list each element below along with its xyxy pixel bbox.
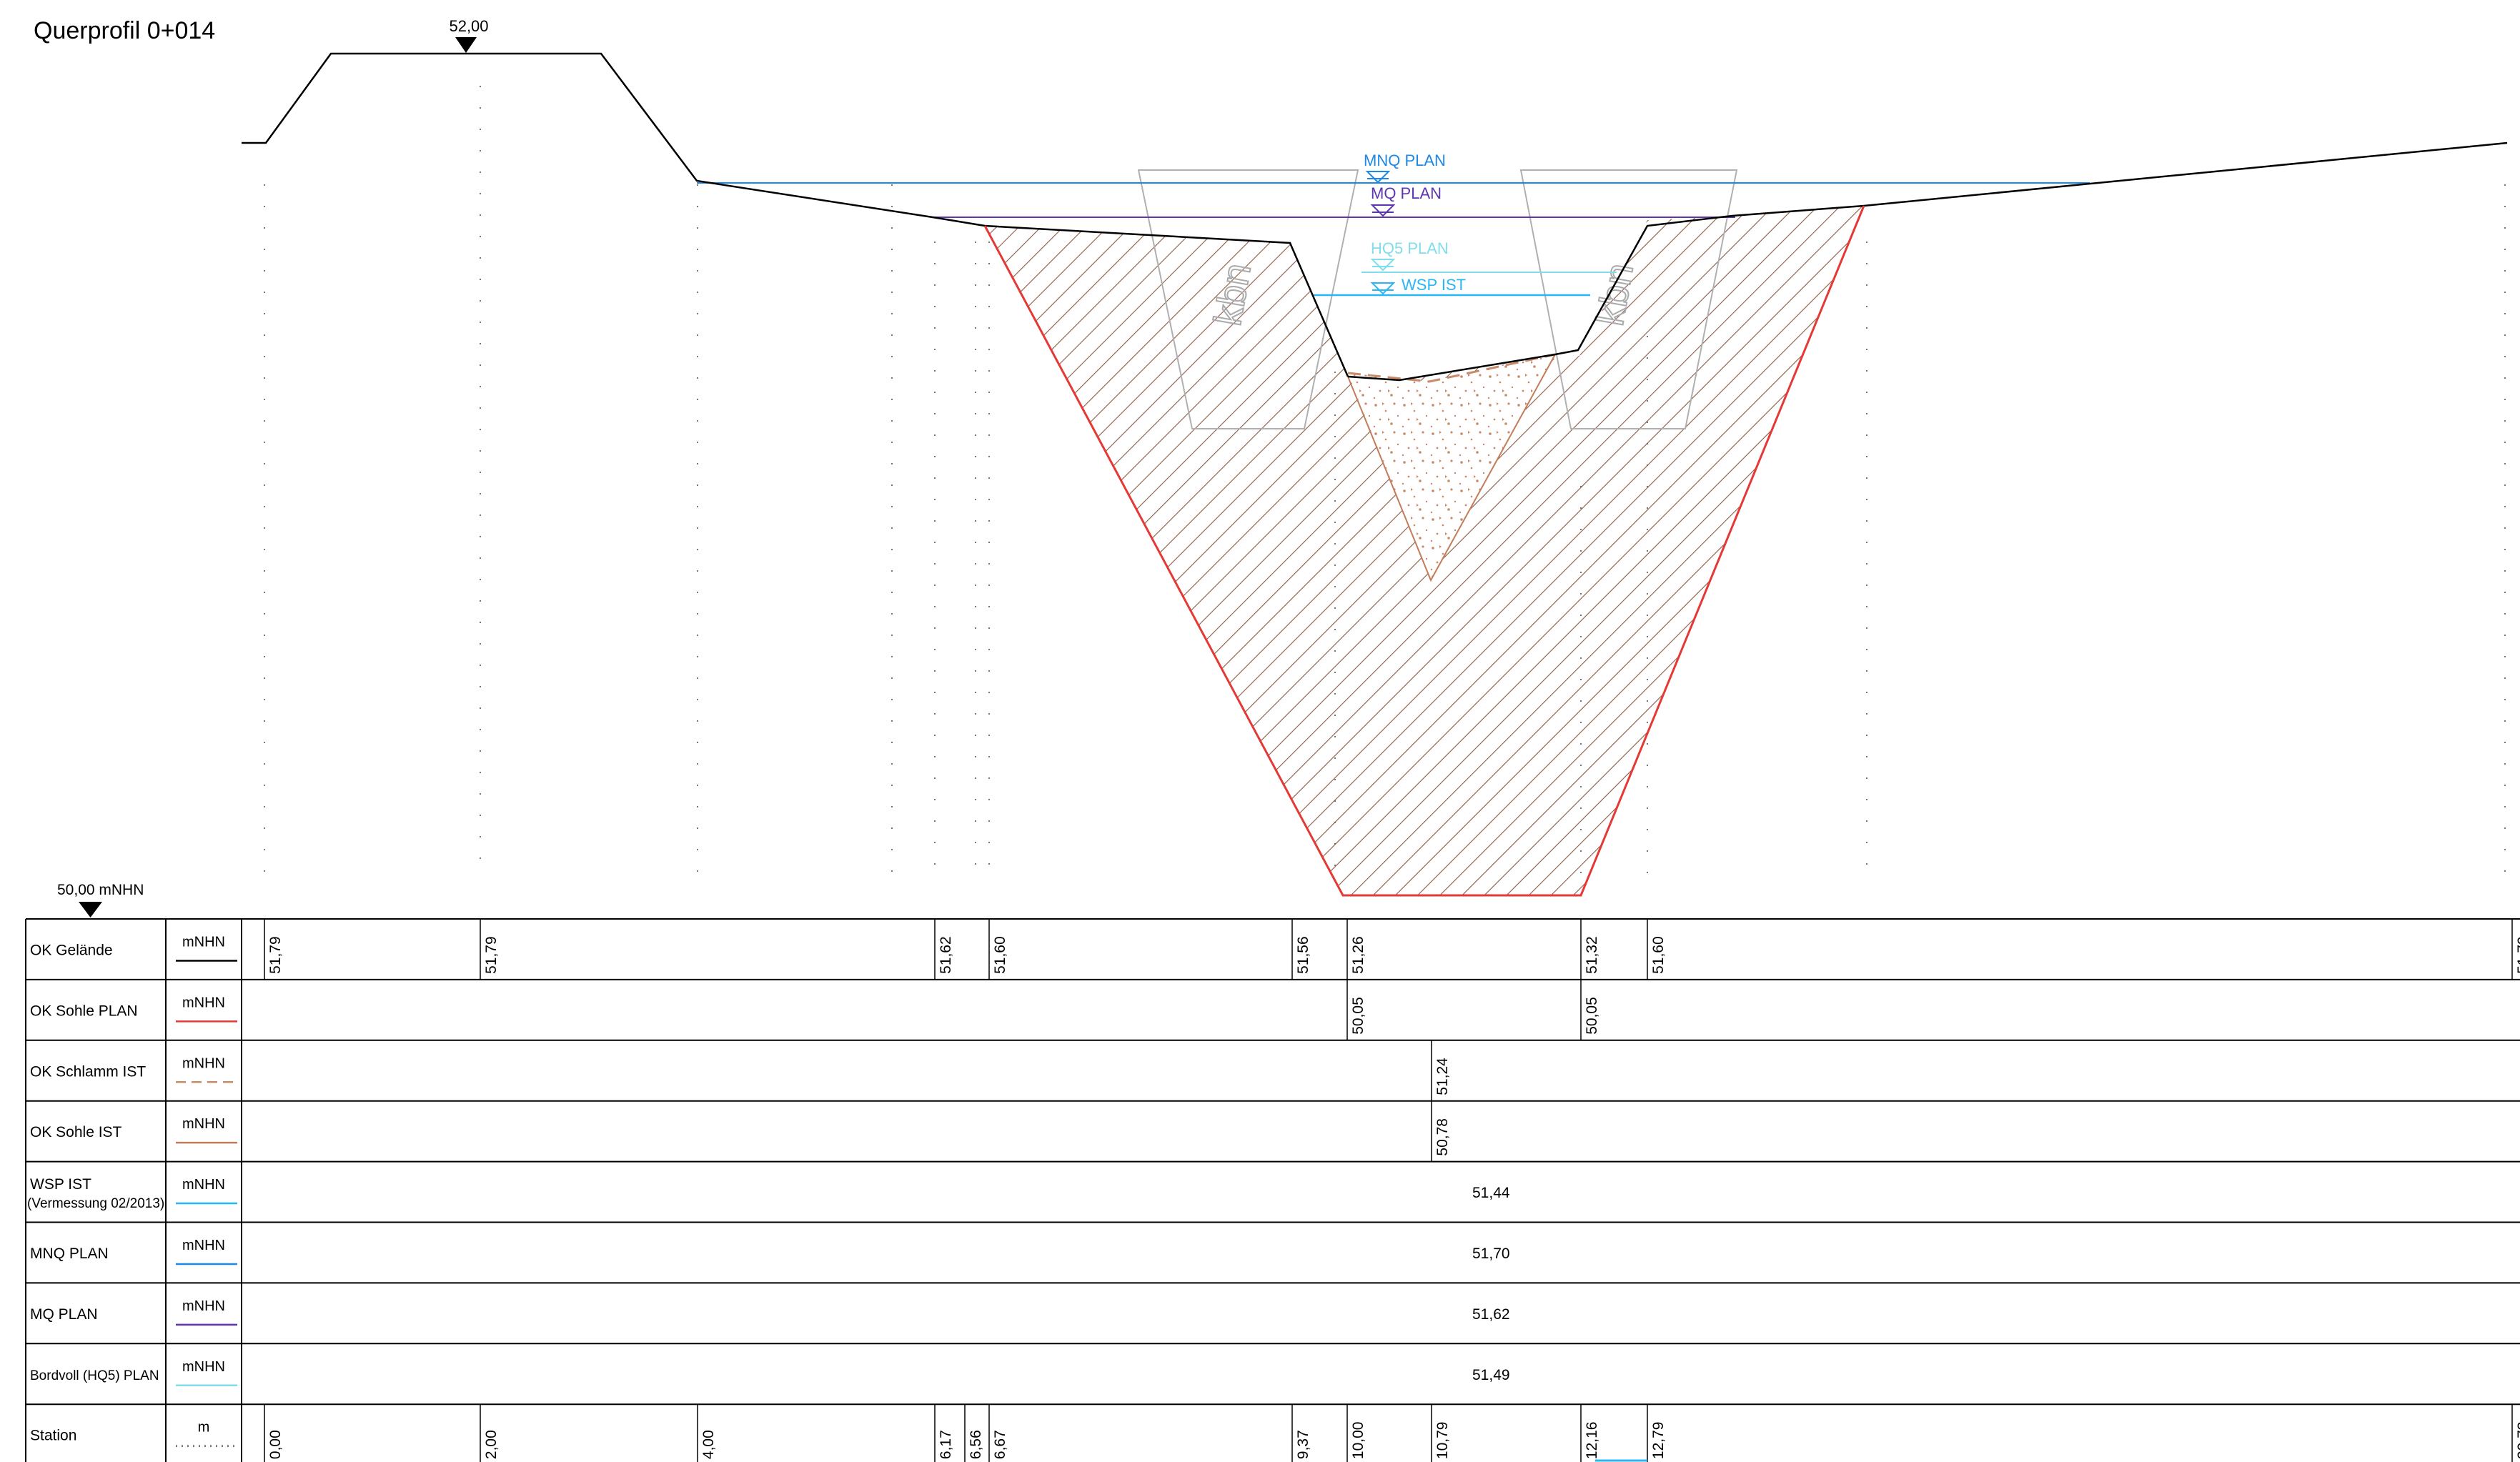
row-value: 50,05 xyxy=(1584,997,1600,1035)
hq5-marker-icon xyxy=(1370,259,1396,272)
row-value: 51,26 xyxy=(1350,936,1366,974)
row-value: 51,60 xyxy=(1650,936,1667,974)
row-value: 51,70 xyxy=(1472,1245,1510,1262)
row-value: 10,79 xyxy=(1434,1422,1451,1460)
terrain-line xyxy=(242,52,2508,382)
elevation-marker-icon xyxy=(455,37,477,53)
row-value: 51,60 xyxy=(992,936,1008,974)
row-value: 51,24 xyxy=(1434,1058,1451,1095)
row-label: WSP IST xyxy=(30,1176,91,1193)
sludge-fill xyxy=(1348,354,1555,580)
mq-marker-icon xyxy=(1370,204,1396,217)
row-value: 51,56 xyxy=(1295,936,1311,974)
planned-bed-line xyxy=(983,205,1865,897)
row-value: 0,00 xyxy=(267,1430,284,1459)
mq-label: MQ PLAN xyxy=(1371,184,1442,202)
row-label: Station xyxy=(30,1428,76,1444)
row-value: 12,79 xyxy=(1650,1422,1667,1460)
row-value: 12,16 xyxy=(1584,1422,1600,1460)
row-value: 51,49 xyxy=(1472,1367,1510,1383)
row-label: OK Gelände xyxy=(30,942,113,958)
row-unit: m xyxy=(198,1420,210,1436)
row-label: MQ PLAN xyxy=(30,1306,98,1323)
datum-label: 50,00 mNHN xyxy=(57,882,144,898)
row-unit: mNHN xyxy=(182,1359,225,1375)
row-value: 51,79 xyxy=(267,936,284,974)
mnq-label: MNQ PLAN xyxy=(1364,151,1446,169)
row-value: 50,05 xyxy=(1350,997,1366,1035)
top-elevation-label: 52,00 xyxy=(449,17,488,35)
row-unit: mNHN xyxy=(182,934,225,950)
wsp-label: WSP IST xyxy=(1402,276,1466,294)
sludge-top-line xyxy=(1347,353,1556,383)
row-value: 51,79 xyxy=(2515,936,2520,974)
row-value: 51,62 xyxy=(938,936,954,974)
row-label: OK Schlamm IST xyxy=(30,1063,146,1080)
profile-data-table: OK Gelände mNHN 51,79 51,79 51,62 51,60 51,56 5… xyxy=(25,918,2520,1462)
row-value: 6,17 xyxy=(938,1430,954,1459)
wsp-marker-icon xyxy=(1370,282,1396,295)
datum-marker-icon xyxy=(79,902,102,918)
row-value: 2,00 xyxy=(483,1430,500,1459)
mnq-marker-icon xyxy=(1365,171,1391,184)
row-sublabel: (Vermessung 02/2013) xyxy=(27,1196,164,1211)
row-unit: mNHN xyxy=(182,995,225,1010)
row-value: 51,44 xyxy=(1472,1185,1510,1201)
row-label: OK Sohle IST xyxy=(30,1124,122,1140)
row-value: 10,00 xyxy=(1350,1422,1366,1460)
row-unit: mNHN xyxy=(182,1116,225,1132)
row-value: 51,79 xyxy=(483,936,500,974)
drawing-title: Querprofil 0+014 xyxy=(34,17,215,44)
row-value: 6,56 xyxy=(968,1430,984,1459)
existing-bed-line xyxy=(1347,354,1556,582)
row-unit: mNHN xyxy=(182,1177,225,1193)
row-label: MNQ PLAN xyxy=(30,1245,109,1262)
geotextile-left xyxy=(1137,169,1359,429)
row-label: OK Sohle PLAN xyxy=(30,1003,138,1019)
row-unit: mNHN xyxy=(182,1238,225,1253)
geotextile-right xyxy=(1519,169,1738,429)
row-label: Bordvoll (HQ5) PLAN xyxy=(30,1368,159,1383)
row-value: 9,37 xyxy=(1295,1430,1311,1459)
row-unit: mNHN xyxy=(182,1298,225,1314)
row-value: 51,62 xyxy=(1472,1306,1510,1323)
row-value: 20,73 xyxy=(2515,1422,2520,1460)
row-value: 51,32 xyxy=(1584,936,1600,974)
row-value: 6,67 xyxy=(992,1430,1008,1459)
row-unit: mNHN xyxy=(182,1055,225,1071)
row-value: 50,78 xyxy=(1434,1118,1451,1156)
hq5-label: HQ5 PLAN xyxy=(1371,239,1449,257)
row-value: 4,00 xyxy=(700,1430,717,1459)
